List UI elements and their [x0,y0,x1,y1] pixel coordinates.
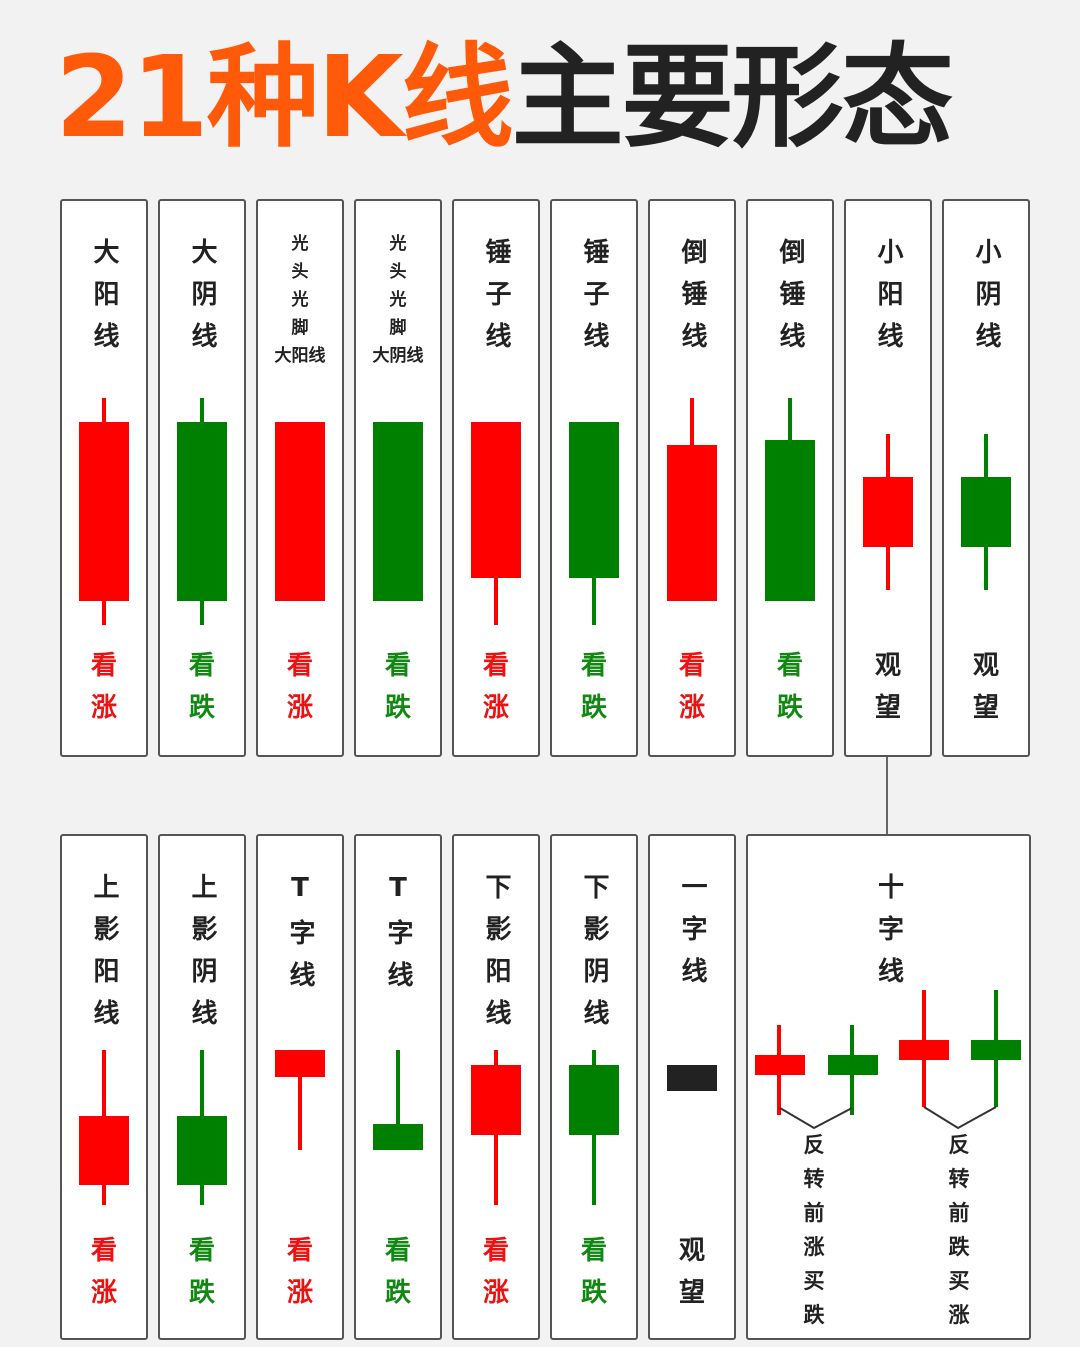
verdict-label: 观望 [972,651,999,723]
verdict-label: 看跌 [188,1236,215,1308]
candle-card-top: 光头光脚大阳线看涨 [256,199,344,757]
pattern-name-wrap: 小阳线 [846,238,930,364]
candle-card-top: 锤子线看跌 [550,199,638,757]
candle-card-top: 大阴线看跌 [158,199,246,757]
verdict-label: 看跌 [580,1236,607,1308]
candle-card-top: 大阳线看涨 [60,199,148,757]
candle-card-top: 锤子线看涨 [452,199,540,757]
doji-note: 反转前跌买涨 [948,1133,970,1327]
pattern-name-wrap: 小阴线 [944,238,1028,364]
pattern-name: 光头光脚大阳线 [274,234,326,366]
candle-card-top: 小阴线观望 [942,199,1030,757]
pattern-name: 倒锤线 [677,238,707,364]
pattern-name-wrap: 倒锤线 [748,238,832,364]
verdict-label: 看涨 [482,1236,509,1308]
pattern-name: 倒锤线 [775,238,805,364]
verdict-label: 看跌 [580,651,607,723]
candle-card-top: 光头光脚大阴线看跌 [354,199,442,757]
verdict-label: 看涨 [286,1236,313,1308]
doji-card: 十字线 [746,834,1031,1340]
pattern-name: 小阴线 [971,238,1001,364]
pattern-name: 下影阳线 [481,873,511,1041]
candle-card-top: 小阳线观望 [844,199,932,757]
pattern-name-wrap: 锤子线 [552,238,636,364]
verdict-label: 看跌 [384,1236,411,1308]
title-rest: 主要形态 [511,33,954,163]
candle-card-bottom: T字线看涨 [256,834,344,1340]
pattern-name: 下影阴线 [579,873,609,1041]
verdict-label: 看涨 [482,651,509,723]
pattern-name: 小阳线 [873,238,903,364]
pattern-name: 锤子线 [481,238,511,364]
pattern-name-wrap: 大阳线 [62,238,146,364]
pattern-name-wrap: 上影阳线 [62,873,146,1041]
doji-note: 反转前涨买跌 [803,1133,825,1327]
verdict-label: 看涨 [90,651,117,723]
verdict-label: 观望 [874,651,901,723]
pattern-name-wrap: 上影阴线 [160,873,244,1041]
verdict-label: 看涨 [678,651,705,723]
candle-card-bottom: 下影阴线看跌 [550,834,638,1340]
pattern-name-wrap: 倒锤线 [650,238,734,364]
pattern-name: T字线 [285,873,315,1003]
verdict-label: 看涨 [286,651,313,723]
pattern-name: T字线 [383,873,413,1003]
pattern-name-wrap: 大阴线 [160,238,244,364]
pattern-name: 上影阳线 [89,873,119,1041]
candle-card-bottom: 上影阴线看跌 [158,834,246,1340]
candle-card-bottom: T字线看跌 [354,834,442,1340]
pattern-name: 一字线 [677,873,707,999]
verdict-label: 看涨 [90,1236,117,1308]
pattern-name: 锤子线 [579,238,609,364]
verdict-label: 看跌 [188,651,215,723]
pattern-name-wrap: 下影阳线 [454,873,538,1041]
candle-card-bottom: 一字线观望 [648,834,736,1340]
pattern-name-wrap: T字线 [356,873,440,1003]
candle-card-top: 倒锤线看跌 [746,199,834,757]
pattern-name: 大阳线 [89,238,119,364]
pattern-name: 十字线 [873,873,904,999]
candle-card-bottom: 下影阳线看涨 [452,834,540,1340]
candle-card-bottom: 上影阳线看涨 [60,834,148,1340]
page-title: 21种K线主要形态 [55,28,954,168]
verdict-label: 看跌 [384,651,411,723]
pattern-name-wrap: 一字线 [650,873,734,999]
verdict-label: 观望 [678,1236,705,1308]
title-highlight: 21种K线 [55,33,514,163]
pattern-name-wrap: 锤子线 [454,238,538,364]
pattern-name: 光头光脚大阴线 [372,234,424,366]
pattern-name-wrap: 下影阴线 [552,873,636,1041]
pattern-name: 上影阴线 [187,873,217,1041]
candle-card-top: 倒锤线看涨 [648,199,736,757]
pattern-name: 大阴线 [187,238,217,364]
pattern-name-wrap: 十字线 [748,873,1029,999]
pattern-name-wrap: T字线 [258,873,342,1003]
verdict-label: 看跌 [776,651,803,723]
